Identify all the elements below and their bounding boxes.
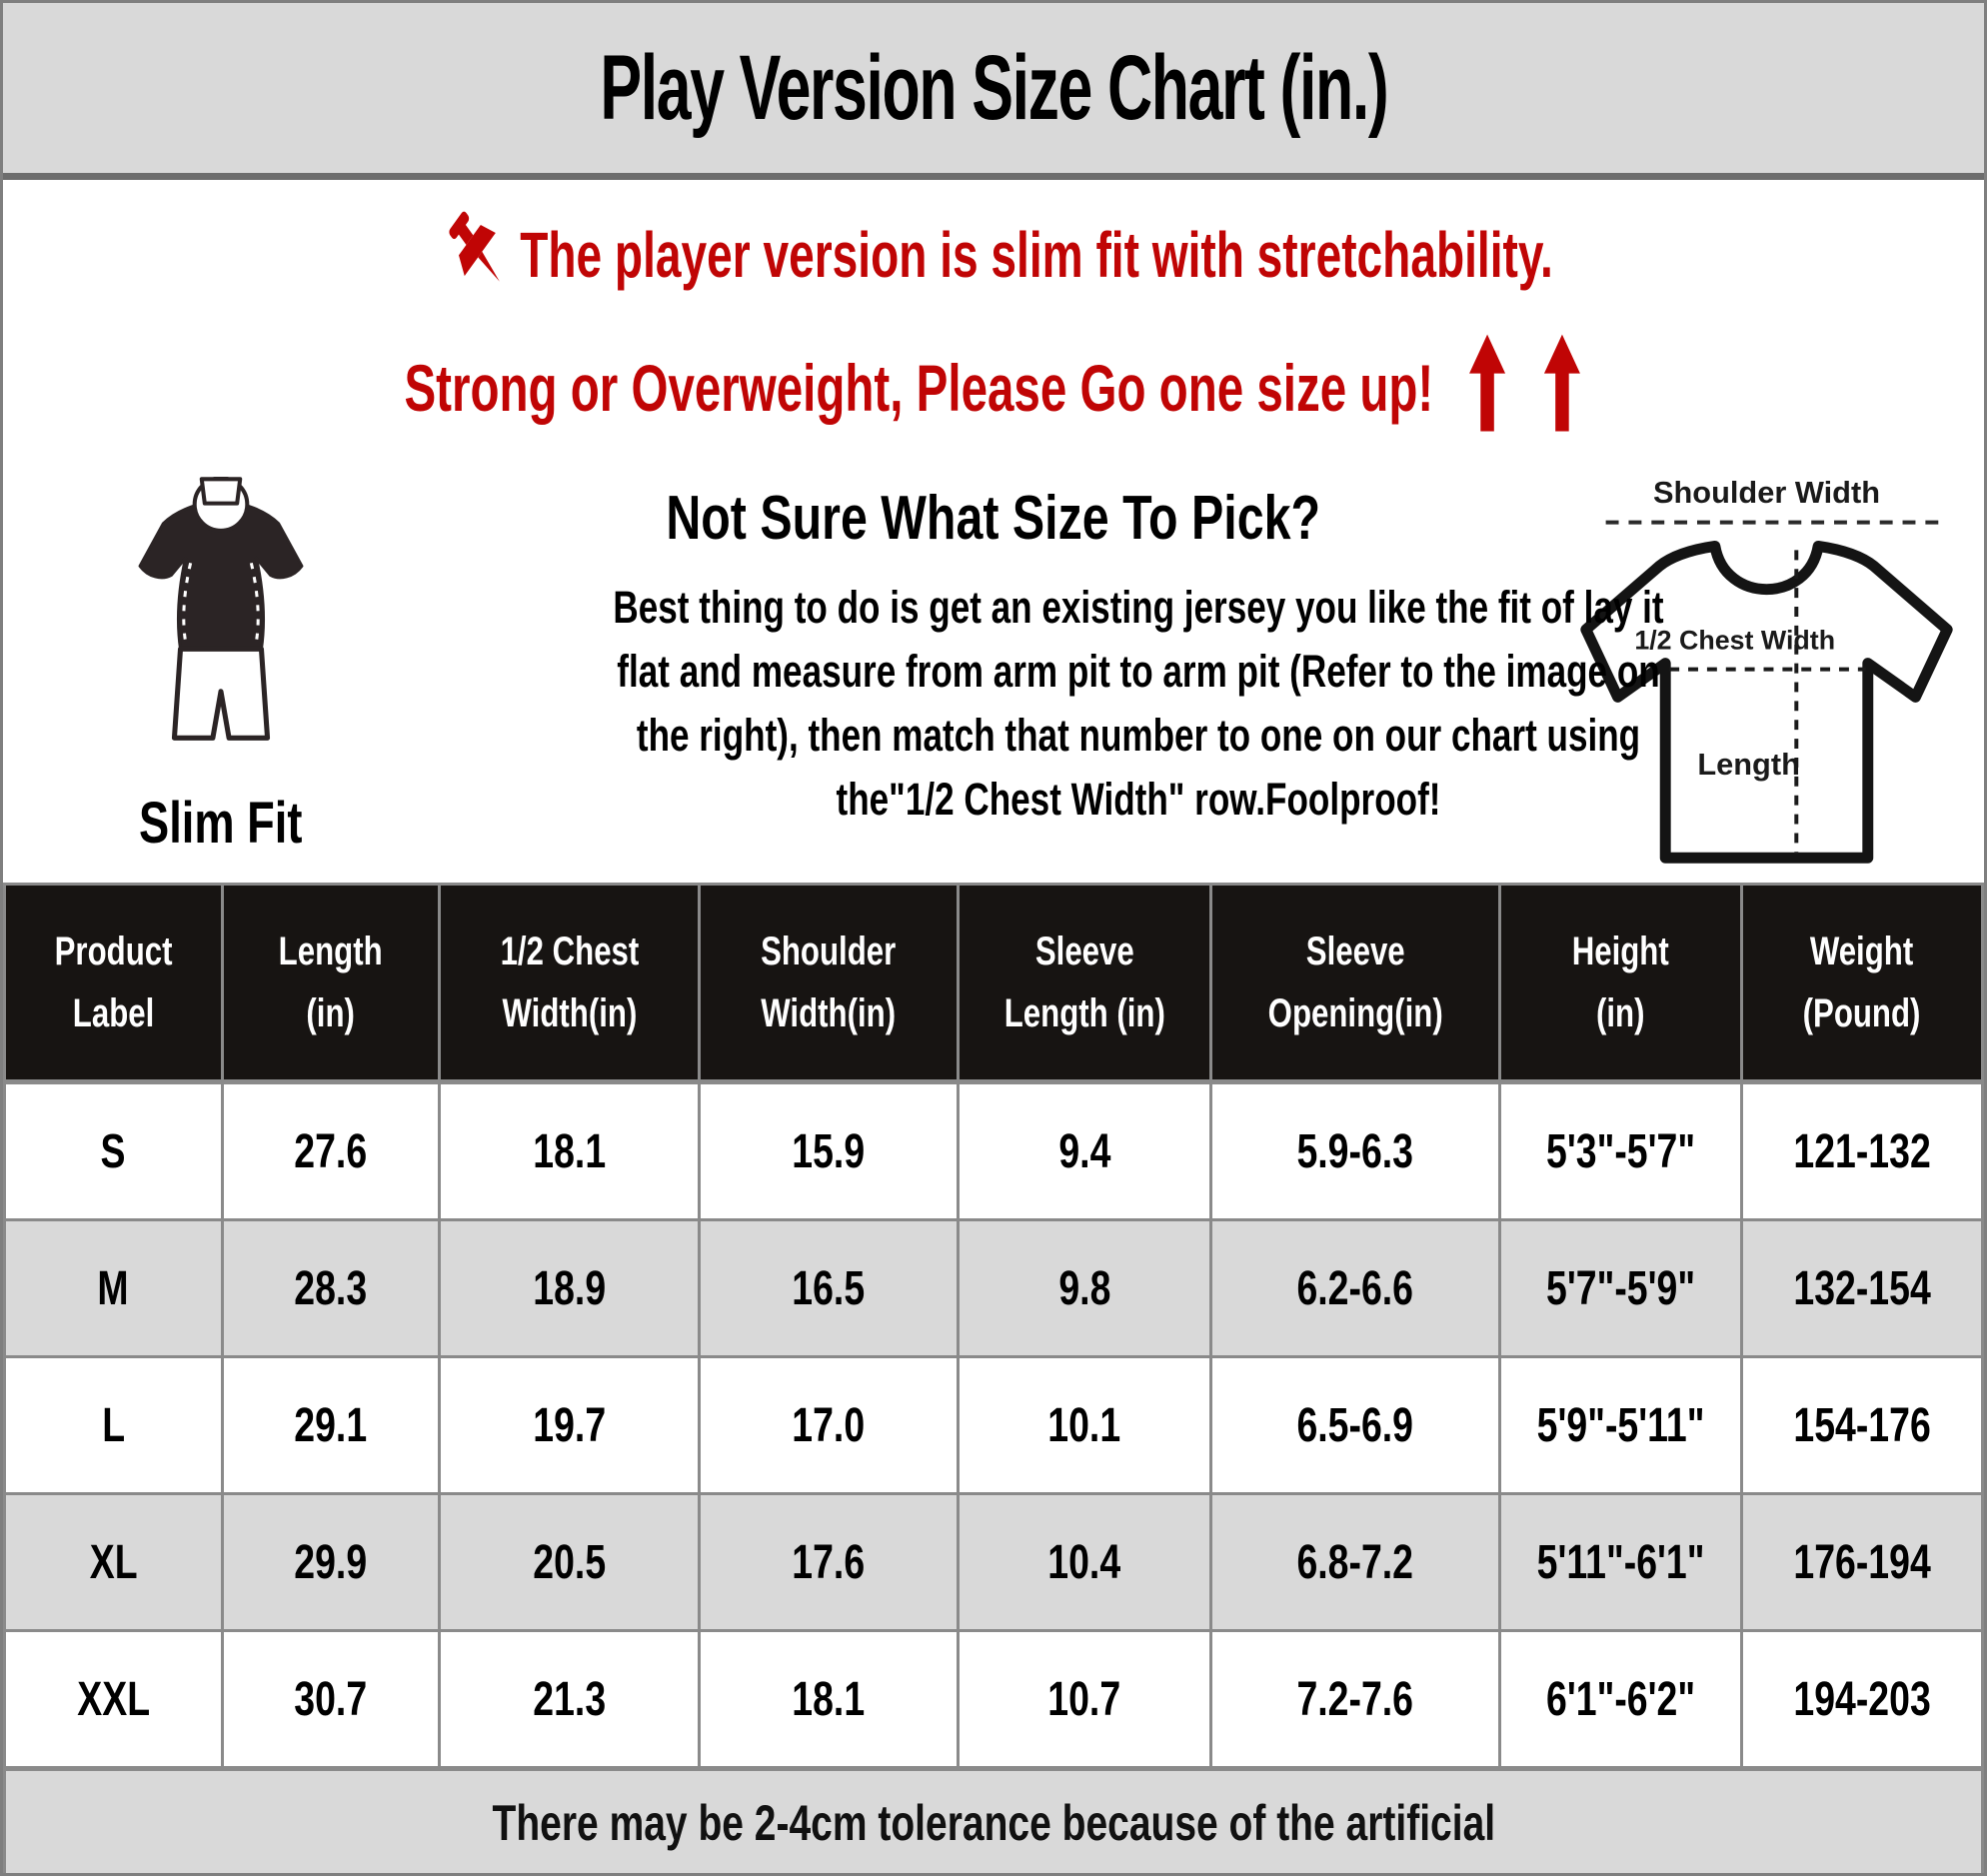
header-shoulder-width: Shoulder Width(in) bbox=[697, 883, 960, 1084]
shoulder-width-label: Shoulder Width bbox=[1653, 475, 1880, 510]
cell: 17.0 bbox=[697, 1355, 960, 1495]
cell: 5.9-6.3 bbox=[1209, 1080, 1502, 1221]
size-help-body: Best thing to do is get an existing jers… bbox=[613, 582, 1664, 825]
size-help-heading: Not Sure What Size To Pick? bbox=[666, 484, 1321, 553]
content-section: The player version is slim fit with stre… bbox=[3, 180, 1984, 883]
header-sleeve-length: Sleeve Length (in) bbox=[956, 883, 1213, 1084]
cell: 7.2-7.6 bbox=[1209, 1629, 1502, 1770]
size-table: Product Label Length (in) 1/2 Chest Widt… bbox=[3, 883, 1984, 1873]
header-sleeve-opening: Sleeve Opening(in) bbox=[1209, 883, 1502, 1084]
notice-line-1-text: The player version is slim fit with stre… bbox=[520, 219, 1554, 291]
tshirt-outline bbox=[1580, 540, 1953, 864]
slim-fit-figure-icon bbox=[138, 476, 304, 741]
cell: 6.2-6.6 bbox=[1209, 1218, 1502, 1358]
table-row-m: M 28.3 18.9 16.5 9.8 6.2-6.6 5'7"-5'9" 1… bbox=[3, 1218, 1984, 1358]
table-row-xxl: XXL 30.7 21.3 18.1 10.7 7.2-7.6 6'1"-6'2… bbox=[3, 1629, 1984, 1770]
slim-fit-block: Slim Fit bbox=[3, 469, 439, 857]
cell: L bbox=[3, 1355, 224, 1495]
cell: 194-203 bbox=[1739, 1629, 1984, 1770]
header-height: Height (in) bbox=[1498, 883, 1743, 1084]
up-arrow-icon bbox=[1543, 334, 1580, 432]
cell: 28.3 bbox=[220, 1218, 442, 1358]
cell: 15.9 bbox=[697, 1080, 960, 1221]
table-row-l: L 29.1 19.7 17.0 10.1 6.5-6.9 5'9"-5'11"… bbox=[3, 1355, 1984, 1495]
cell: 16.5 bbox=[697, 1218, 960, 1358]
cell: 29.9 bbox=[220, 1492, 442, 1632]
header-product-label: Product Label bbox=[3, 883, 224, 1084]
header-weight: Weight (Pound) bbox=[1739, 883, 1984, 1084]
table-row-xl: XL 29.9 20.5 17.6 10.4 6.8-7.2 5'11"-6'1… bbox=[3, 1492, 1984, 1632]
cell: 9.8 bbox=[956, 1218, 1213, 1358]
cell: 10.7 bbox=[956, 1629, 1213, 1770]
notice-line-2: Strong or Overweight, Please Go one size… bbox=[3, 333, 1984, 433]
cell: XL bbox=[3, 1492, 224, 1632]
table-footer-row: There may be 2-4cm tolerance because of … bbox=[3, 1766, 1984, 1873]
up-arrow-icon bbox=[1468, 334, 1505, 432]
cell: 6.8-7.2 bbox=[1209, 1492, 1502, 1632]
header-half-chest-width: 1/2 Chest Width(in) bbox=[438, 883, 701, 1084]
cell: 6.5-6.9 bbox=[1209, 1355, 1502, 1495]
cell: 17.6 bbox=[697, 1492, 960, 1632]
notice-line-1: The player version is slim fit with stre… bbox=[3, 206, 1984, 303]
pushpin-icon bbox=[449, 211, 501, 282]
header-length: Length (in) bbox=[220, 883, 442, 1084]
cell: M bbox=[3, 1218, 224, 1358]
cell: 121-132 bbox=[1739, 1080, 1984, 1221]
table-header-row: Product Label Length (in) 1/2 Chest Widt… bbox=[3, 883, 1984, 1084]
footer-note: There may be 2-4cm tolerance because of … bbox=[3, 1766, 1984, 1873]
cell: 30.7 bbox=[220, 1629, 442, 1770]
cell: 5'11"-6'1" bbox=[1498, 1492, 1743, 1632]
cell: XXL bbox=[3, 1629, 224, 1770]
cell: 9.4 bbox=[956, 1080, 1213, 1221]
cell: 10.4 bbox=[956, 1492, 1213, 1632]
cell: 18.1 bbox=[438, 1080, 701, 1221]
cell: 18.1 bbox=[697, 1629, 960, 1770]
length-label: Length bbox=[1697, 747, 1800, 782]
cell: 27.6 bbox=[220, 1080, 442, 1221]
table-row-s: S 27.6 18.1 15.9 9.4 5.9-6.3 5'3"-5'7" 1… bbox=[3, 1080, 1984, 1221]
cell: 6'1"-6'2" bbox=[1498, 1629, 1743, 1770]
slim-fit-label: Slim Fit bbox=[139, 791, 303, 856]
cell: 19.7 bbox=[438, 1355, 701, 1495]
tshirt-measure-diagram: Shoulder Width 1/2 Chest Width Length bbox=[1580, 475, 1953, 864]
measure-diagram-block: Shoulder Width 1/2 Chest Width Length bbox=[1548, 469, 1984, 896]
cell: 21.3 bbox=[438, 1629, 701, 1770]
half-chest-width-label: 1/2 Chest Width bbox=[1634, 626, 1835, 656]
cell: 20.5 bbox=[438, 1492, 701, 1632]
info-row: Slim Fit Not Sure What Size To Pick? Bes… bbox=[3, 469, 1984, 896]
cell: 154-176 bbox=[1739, 1355, 1984, 1495]
cell: S bbox=[3, 1080, 224, 1221]
title-bar: Play Version Size Chart (in.) bbox=[3, 3, 1984, 180]
cell: 5'9"-5'11" bbox=[1498, 1355, 1743, 1495]
cell: 5'7"-5'9" bbox=[1498, 1218, 1743, 1358]
size-help-block: Not Sure What Size To Pick? Best thing t… bbox=[439, 469, 1663, 832]
page-title: Play Version Size Chart (in.) bbox=[600, 36, 1388, 139]
cell: 132-154 bbox=[1739, 1218, 1984, 1358]
cell: 10.1 bbox=[956, 1355, 1213, 1495]
cell: 29.1 bbox=[220, 1355, 442, 1495]
cell: 18.9 bbox=[438, 1218, 701, 1358]
cell: 5'3"-5'7" bbox=[1498, 1080, 1743, 1221]
notice-line-2-text: Strong or Overweight, Please Go one size… bbox=[403, 351, 1433, 425]
notice-block: The player version is slim fit with stre… bbox=[3, 206, 1984, 433]
cell: 176-194 bbox=[1739, 1492, 1984, 1632]
